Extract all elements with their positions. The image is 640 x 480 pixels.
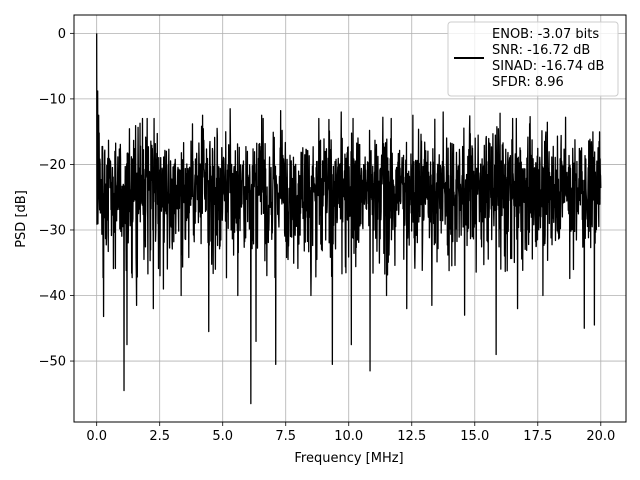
psd-series bbox=[96, 33, 602, 405]
legend-entry-snr: SNR: -16.72 dB bbox=[492, 43, 590, 58]
x-tick-label: 20.0 bbox=[586, 429, 615, 444]
y-tick-label: −40 bbox=[39, 289, 66, 304]
x-axis-label: Frequency [MHz] bbox=[294, 451, 403, 466]
x-tick-label: 10.0 bbox=[334, 429, 363, 444]
legend-entry-enob: ENOB: -3.07 bits bbox=[492, 27, 599, 42]
x-tick-label: 15.0 bbox=[460, 429, 489, 444]
y-tick-label: 0 bbox=[58, 27, 66, 42]
y-tick-label: −10 bbox=[39, 92, 66, 107]
psd-line bbox=[96, 33, 602, 405]
y-axis-label: PSD [dB] bbox=[14, 190, 29, 248]
y-tick-label: −50 bbox=[39, 355, 66, 370]
legend-entry-sfdr: SFDR: 8.96 bbox=[492, 75, 564, 90]
plot-frame bbox=[73, 14, 627, 423]
x-tick-label: 17.5 bbox=[523, 429, 552, 444]
x-tick-label: 12.5 bbox=[397, 429, 426, 444]
legend-box bbox=[447, 21, 619, 97]
x-tick-label: 5.0 bbox=[212, 429, 233, 444]
x-tick-label: 2.5 bbox=[149, 429, 170, 444]
axis-ticks: 0.0 2.5 5.0 7.5 10.0 12.5 15.0 17.5 20.0 0 −10 −20 −… bbox=[39, 27, 616, 444]
y-tick-label: −20 bbox=[39, 158, 66, 173]
legend-entry-sinad: SINAD: -16.74 dB bbox=[492, 59, 604, 74]
legend: ENOB: -3.07 bits SNR: -16.72 dB SINAD: -… bbox=[447, 21, 619, 97]
x-tick-label: 7.5 bbox=[275, 429, 296, 444]
y-tick-label: −30 bbox=[39, 223, 66, 238]
x-tick-label: 0.0 bbox=[86, 429, 107, 444]
